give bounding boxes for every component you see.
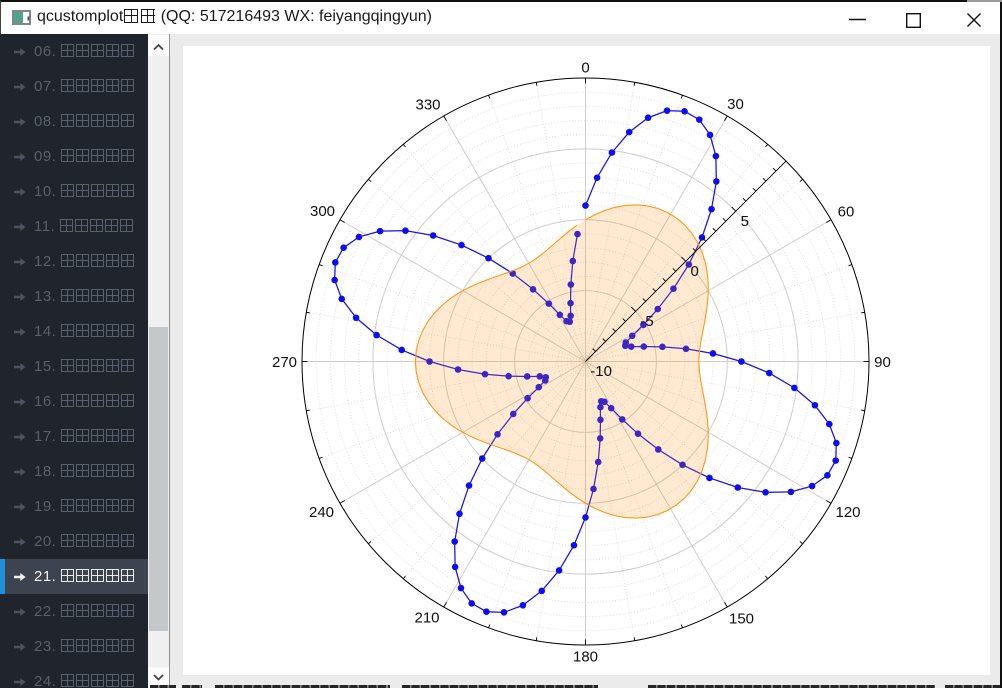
svg-text:120: 120 [835,504,860,521]
svg-text:210: 210 [414,610,439,627]
svg-text:90: 90 [874,354,891,371]
svg-text:270: 270 [272,354,297,371]
svg-text:180: 180 [573,649,598,666]
svg-text:150: 150 [729,611,754,628]
svg-text:0: 0 [691,263,699,280]
svg-text:5: 5 [741,213,749,230]
svg-text:30: 30 [727,96,744,113]
svg-text:330: 330 [415,97,440,114]
svg-text:300: 300 [310,203,335,220]
svg-text:-5: -5 [640,313,653,330]
svg-text:60: 60 [838,204,855,221]
svg-text:240: 240 [309,504,334,521]
svg-text:0: 0 [581,60,589,77]
svg-text:-10: -10 [590,363,612,380]
